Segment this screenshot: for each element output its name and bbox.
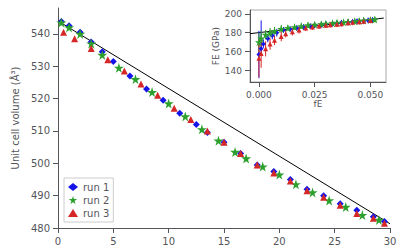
svg-text:510: 510	[31, 125, 50, 136]
svg-text:140: 140	[225, 66, 242, 76]
svg-text:200: 200	[225, 9, 242, 19]
svg-text:0.000: 0.000	[246, 90, 272, 100]
svg-text:15: 15	[218, 236, 231, 247]
svg-text:FE (GPa): FE (GPa)	[211, 27, 221, 65]
svg-text:0.025: 0.025	[302, 90, 328, 100]
svg-text:fE: fE	[314, 99, 323, 109]
svg-text:run 2: run 2	[83, 195, 109, 206]
svg-text:run 3: run 3	[83, 208, 109, 219]
svg-text:540: 540	[31, 28, 50, 39]
svg-text:520: 520	[31, 93, 50, 104]
svg-text:180: 180	[225, 28, 242, 38]
svg-text:490: 490	[31, 190, 50, 201]
svg-text:Unit cell volume (Å³): Unit cell volume (Å³)	[9, 67, 21, 170]
svg-text:0.050: 0.050	[358, 90, 384, 100]
svg-text:160: 160	[225, 47, 242, 57]
svg-text:5: 5	[110, 236, 116, 247]
svg-text:30: 30	[384, 236, 397, 247]
svg-text:0: 0	[55, 236, 61, 247]
svg-text:500: 500	[31, 158, 50, 169]
svg-text:20: 20	[273, 236, 286, 247]
svg-text:run 1: run 1	[83, 182, 109, 193]
svg-text:10: 10	[162, 236, 175, 247]
svg-text:25: 25	[328, 236, 341, 247]
svg-text:480: 480	[31, 223, 50, 234]
svg-text:530: 530	[31, 61, 50, 72]
